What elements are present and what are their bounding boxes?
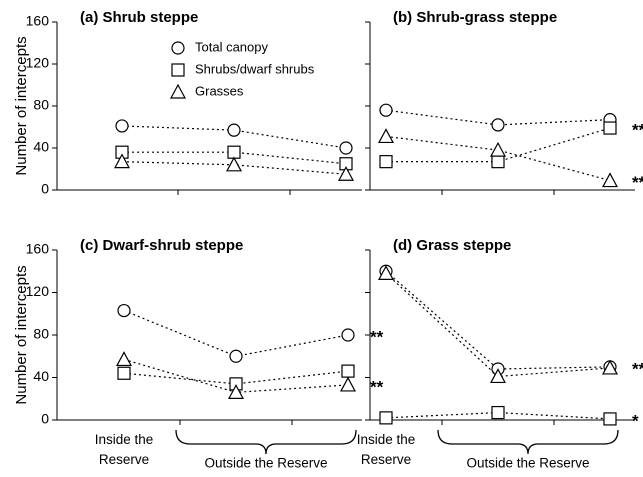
series-line [121,161,347,175]
marker-triangle [601,359,619,375]
marker-triangle [337,165,355,181]
marker-triangle [113,153,131,169]
marker-circle [339,141,353,155]
panel-title: (a) Shrub steppe [80,9,198,26]
marker-square [379,411,393,425]
marker-circle [341,328,355,342]
marker-triangle [225,156,243,172]
panel-title: (c) Dwarf-shrub steppe [80,237,243,254]
brace [175,429,357,455]
marker-triangle [169,83,187,99]
y-axis-label: Number of intercepts [13,265,30,404]
y-tick-label: 40 [33,139,49,155]
y-tick-label: 0 [41,181,49,197]
panel-title: (b) Shrub-grass steppe [393,9,557,26]
marker-square [491,155,505,169]
y-tick-label: 80 [33,97,49,113]
marker-square [603,412,617,426]
y-tick-label: 120 [26,55,50,71]
marker-circle [171,41,185,55]
group-label: Outside the Reserve [204,456,327,471]
y-tick-label: 80 [33,326,49,342]
marker-circle [491,118,505,132]
x-tick-label: Inside the Reserve [356,432,416,467]
marker-square [603,121,617,135]
legend-label: Shrubs/dwarf shrubs [195,61,315,76]
panel-title: (d) Grass steppe [393,237,511,254]
marker-triangle [489,141,507,157]
marker-triangle [339,376,357,392]
y-tick-label: 160 [26,241,50,257]
annotation: *** [632,359,643,378]
y-tick-label: 120 [26,283,50,299]
marker-square [491,405,505,420]
series-line [385,270,611,370]
marker-triangle [377,128,395,144]
y-tick-label: 40 [33,368,49,384]
marker-triangle [601,172,619,188]
marker-triangle [377,265,395,280]
marker-triangle [489,368,507,384]
annotation: ** [370,377,384,396]
annotation: *** [632,121,643,140]
series-line [385,411,611,420]
marker-circle [227,123,241,137]
marker-square [379,155,393,169]
group-label: Outside the Reserve [466,456,589,471]
marker-square [171,63,185,77]
marker-triangle [115,351,133,367]
annotation: ** [370,327,384,346]
marker-circle [229,349,243,363]
series-line [385,135,611,182]
y-tick-label: 0 [41,411,49,427]
marker-circle [117,303,131,318]
marker-circle [379,103,393,117]
marker-triangle [227,384,245,399]
series-line [123,310,349,357]
x-tick-label: Inside the Reserve [94,432,154,467]
y-axis-label: Number of intercepts [13,36,30,175]
annotation: *** [632,173,643,192]
marker-square [227,145,241,159]
series-line [385,272,611,378]
legend-label: Grasses [195,83,244,98]
brace [437,429,619,455]
marker-square [117,366,131,380]
marker-circle [115,119,129,133]
legend-label: Total canopy [195,39,268,54]
marker-square [341,364,355,378]
annotation: * [632,411,639,430]
y-tick-label: 160 [26,13,50,29]
